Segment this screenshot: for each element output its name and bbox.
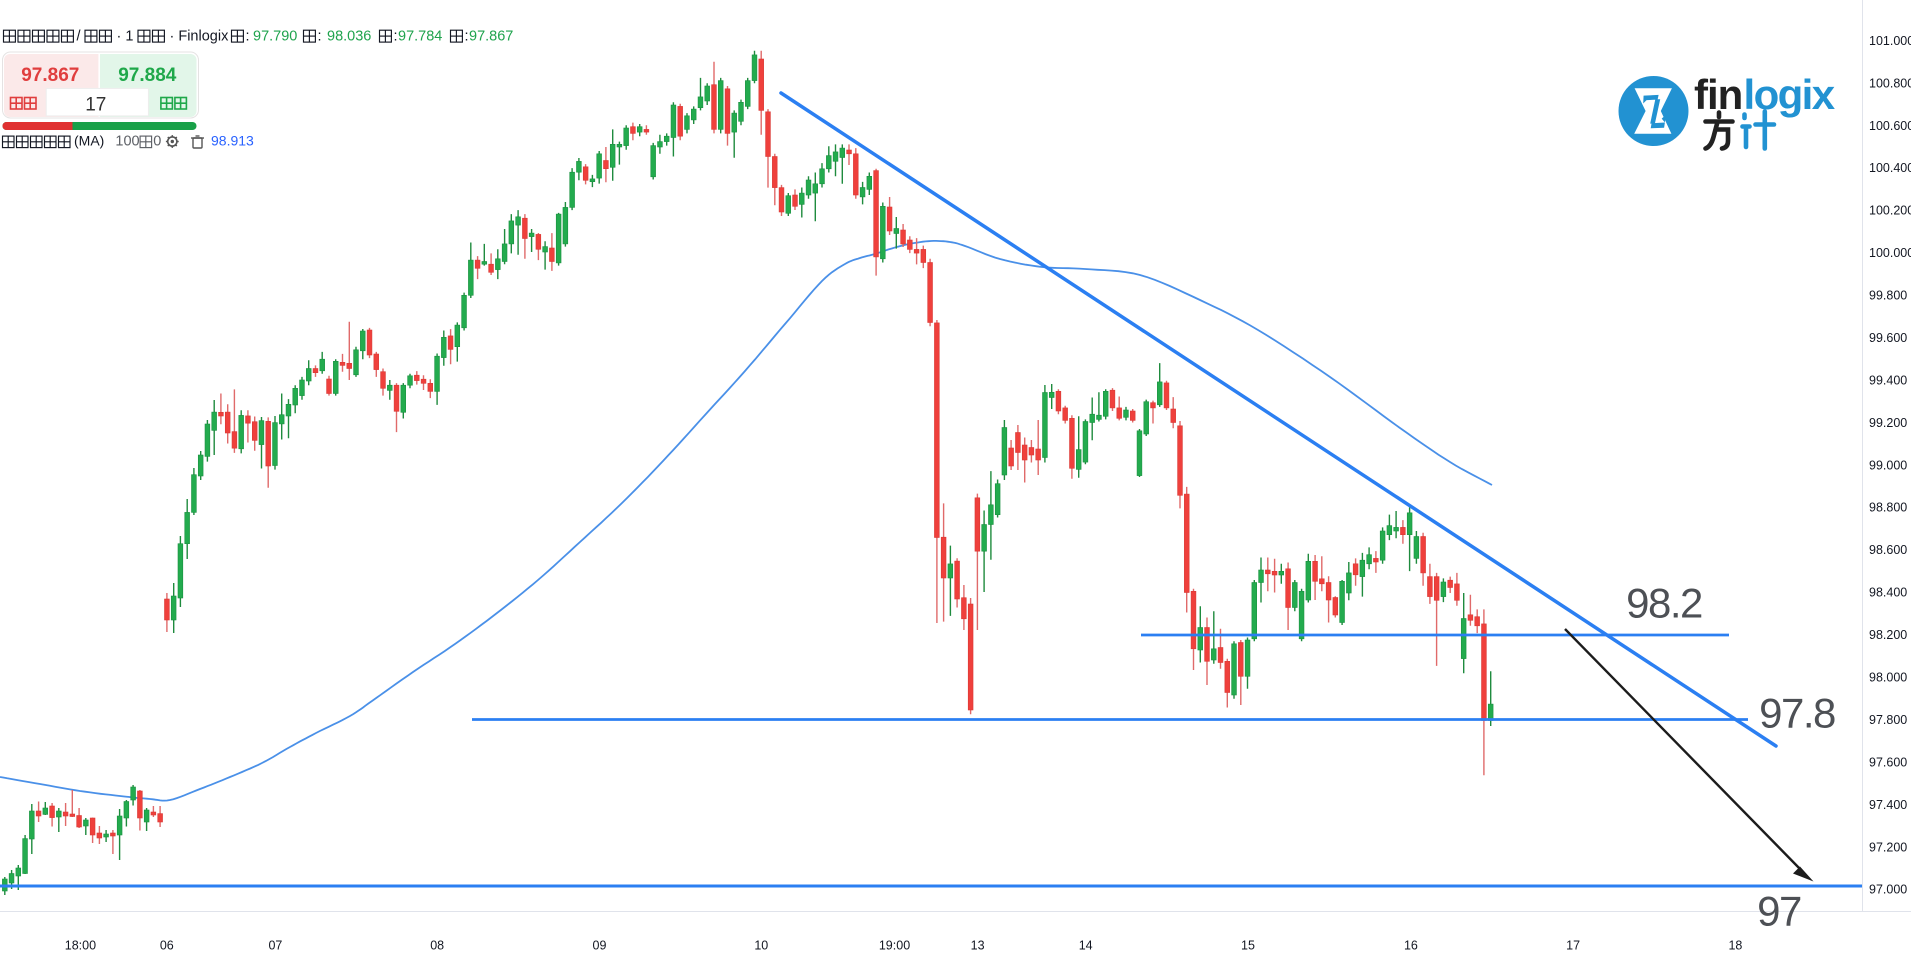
svg-text::: : [246,29,250,45]
svg-text::: : [394,29,398,45]
svg-text:98.036: 98.036 [327,29,371,45]
svg-text:16: 16 [1404,939,1418,953]
svg-text:99.000: 99.000 [1869,458,1907,472]
svg-text:98.913: 98.913 [211,133,254,149]
svg-text:17: 17 [85,95,106,116]
svg-text:97.000: 97.000 [1869,883,1907,897]
svg-text:97.400: 97.400 [1869,798,1907,812]
svg-text:100.600: 100.600 [1869,119,1911,133]
svg-text:· 1: · 1 [117,29,134,45]
svg-text:14: 14 [1079,939,1093,953]
svg-text:13: 13 [971,939,985,953]
svg-text:99.600: 99.600 [1869,331,1907,345]
svg-text:97.800: 97.800 [1869,713,1907,727]
svg-text:fin: fin [1694,71,1742,118]
svg-text:0: 0 [153,134,161,150]
svg-text:97.867: 97.867 [469,29,513,45]
svg-text:97.867: 97.867 [21,65,79,86]
svg-text:99.200: 99.200 [1869,416,1907,430]
svg-text:97.8: 97.8 [1759,690,1835,737]
svg-text:98.600: 98.600 [1869,543,1907,557]
svg-text:101.000: 101.000 [1869,34,1911,48]
svg-text:10: 10 [754,939,768,953]
svg-text:98.400: 98.400 [1869,586,1907,600]
svg-text:08: 08 [430,939,444,953]
svg-text:97.784: 97.784 [398,29,442,45]
svg-text:98.200: 98.200 [1869,628,1907,642]
svg-text:100.200: 100.200 [1869,204,1911,218]
svg-text:18:00: 18:00 [65,939,96,953]
svg-text:(MA): (MA) [74,133,104,149]
svg-text:07: 07 [268,939,282,953]
svg-text:98.2: 98.2 [1626,580,1702,627]
svg-text:06: 06 [160,939,174,953]
svg-text:100.000: 100.000 [1869,246,1911,260]
svg-text:97.600: 97.600 [1869,755,1907,769]
svg-text:100: 100 [115,134,139,150]
svg-text:97: 97 [1757,888,1801,935]
svg-text:97.790: 97.790 [253,29,297,45]
svg-text:09: 09 [593,939,607,953]
svg-text:· Finlogix: · Finlogix [170,29,230,45]
svg-text:97.200: 97.200 [1869,840,1907,854]
svg-text:100.800: 100.800 [1869,76,1911,90]
svg-text:17: 17 [1566,939,1580,953]
svg-text:97.884: 97.884 [118,65,177,86]
svg-text:logix: logix [1744,71,1836,118]
svg-text::: : [465,29,469,45]
svg-text:100.400: 100.400 [1869,161,1911,175]
svg-text:15: 15 [1241,939,1255,953]
svg-text:98.000: 98.000 [1869,671,1907,685]
svg-text:18: 18 [1728,939,1742,953]
svg-text::: : [318,29,322,45]
svg-text:98.800: 98.800 [1869,501,1907,515]
svg-text:99.800: 99.800 [1869,289,1907,303]
svg-text:99.400: 99.400 [1869,373,1907,387]
svg-text:/: / [77,29,82,45]
svg-text:19:00: 19:00 [879,939,910,953]
